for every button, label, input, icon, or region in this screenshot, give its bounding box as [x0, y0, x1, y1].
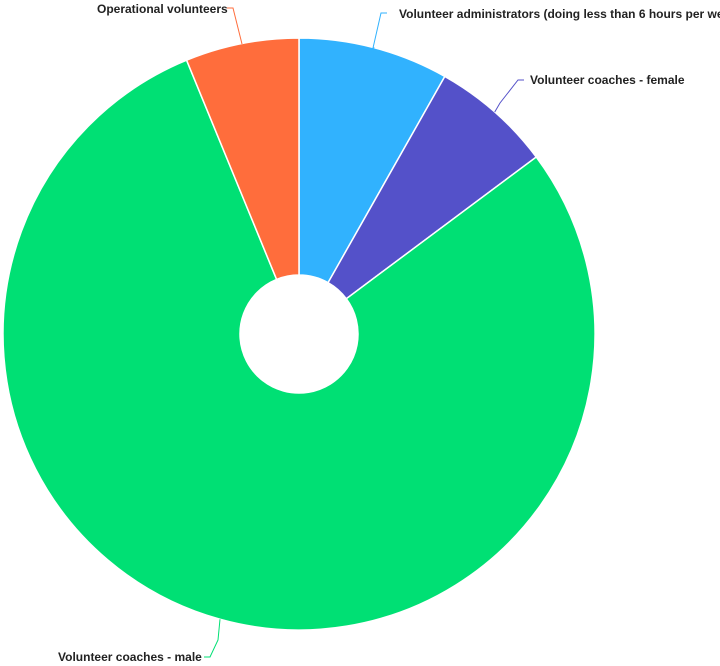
- slice-operational-volunteers: [185, 37, 300, 281]
- leader-line-operational-volunteers: [227, 7, 243, 45]
- leader-line-volunteer-coaches-male: [204, 619, 221, 658]
- slice-volunteer-administrators: [298, 37, 446, 284]
- slice-volunteer-coaches-male: [2, 59, 596, 631]
- slice-volunteer-coaches-female: [327, 75, 538, 300]
- leader-line-volunteer-coaches-female: [494, 79, 524, 113]
- slice-label-group: Volunteer administrators (doing less tha…: [58, 2, 720, 664]
- slice-group: [2, 37, 596, 631]
- slice-label-volunteer-coaches-male: Volunteer coaches - male: [58, 650, 202, 664]
- slice-label-volunteer-coaches-female: Volunteer coaches - female: [530, 73, 685, 87]
- slice-label-volunteer-administrators: Volunteer administrators (doing less tha…: [399, 7, 720, 21]
- leader-line-group: [204, 7, 524, 658]
- slice-label-operational-volunteers: Operational volunteers: [97, 2, 228, 16]
- leader-line-volunteer-administrators: [372, 12, 387, 49]
